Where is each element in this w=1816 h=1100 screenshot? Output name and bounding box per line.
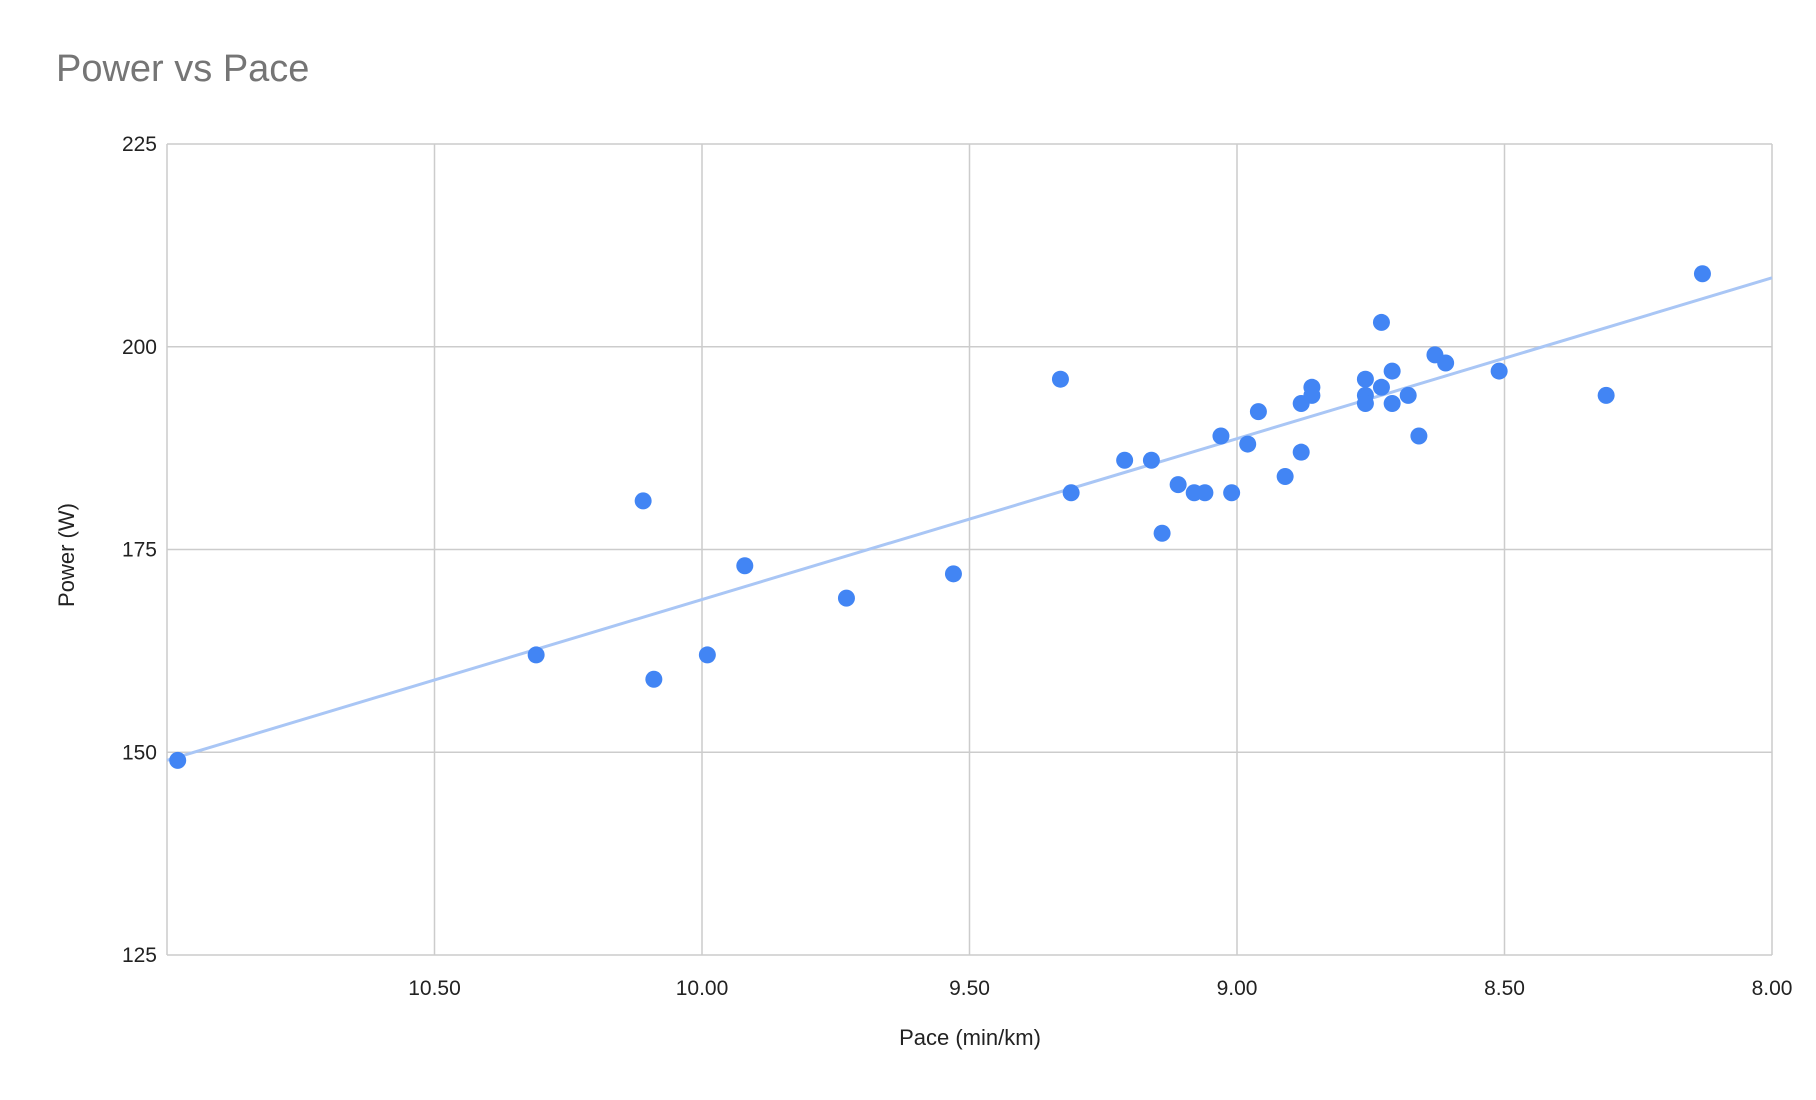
data-point bbox=[1372, 378, 1390, 396]
data-points bbox=[169, 265, 1711, 769]
data-point bbox=[1142, 451, 1160, 469]
y-tick-label: 125 bbox=[122, 944, 157, 967]
x-axis-title: Pace (min/km) bbox=[899, 1025, 1041, 1050]
data-point bbox=[645, 670, 663, 688]
data-point bbox=[1303, 386, 1321, 404]
trendline bbox=[166, 276, 1773, 762]
data-point bbox=[1356, 370, 1374, 388]
data-point bbox=[1399, 386, 1417, 404]
data-point bbox=[1383, 395, 1401, 413]
data-point bbox=[1693, 265, 1711, 283]
data-point bbox=[944, 565, 962, 583]
data-point bbox=[527, 646, 545, 664]
trendline-layer bbox=[166, 276, 1773, 762]
data-point bbox=[736, 557, 754, 575]
data-point bbox=[1597, 386, 1615, 404]
y-tick-label: 175 bbox=[122, 539, 157, 562]
data-point bbox=[1372, 313, 1390, 331]
data-point bbox=[1212, 427, 1230, 445]
data-point bbox=[1410, 427, 1428, 445]
y-tick-label: 150 bbox=[122, 741, 157, 764]
data-point bbox=[1383, 362, 1401, 380]
x-axis-tick-labels: 10.50 10.00 9.50 9.00 8.50 8.00 bbox=[408, 977, 1792, 1000]
y-axis-tick-labels: 125 150 175 200 225 bbox=[122, 133, 157, 967]
data-point bbox=[1239, 435, 1257, 453]
data-point bbox=[634, 492, 652, 510]
y-axis-title: Power (W) bbox=[54, 503, 79, 607]
data-point bbox=[1276, 468, 1294, 486]
data-point bbox=[1356, 395, 1374, 413]
data-point bbox=[1490, 362, 1508, 380]
x-tick-label: 8.50 bbox=[1484, 977, 1525, 1000]
x-tick-label: 10.00 bbox=[676, 977, 729, 1000]
x-tick-label: 10.50 bbox=[408, 977, 461, 1000]
data-point bbox=[169, 751, 187, 769]
data-point bbox=[1153, 524, 1171, 542]
x-tick-label: 9.00 bbox=[1217, 977, 1258, 1000]
data-point bbox=[1437, 354, 1455, 372]
gridlines bbox=[166, 143, 1773, 956]
data-point bbox=[837, 589, 855, 607]
data-point bbox=[1196, 484, 1214, 502]
y-tick-label: 225 bbox=[122, 133, 157, 156]
chart-title: Power vs Pace bbox=[56, 48, 310, 90]
data-point bbox=[698, 646, 716, 664]
data-point bbox=[1169, 476, 1187, 494]
data-point bbox=[1292, 443, 1310, 461]
data-point bbox=[1051, 370, 1069, 388]
data-point bbox=[1062, 484, 1080, 502]
y-tick-label: 200 bbox=[122, 336, 157, 359]
data-point bbox=[1223, 484, 1241, 502]
data-point bbox=[1249, 403, 1267, 421]
x-tick-label: 8.00 bbox=[1752, 977, 1793, 1000]
data-point bbox=[1116, 451, 1134, 469]
x-tick-label: 9.50 bbox=[949, 977, 990, 1000]
